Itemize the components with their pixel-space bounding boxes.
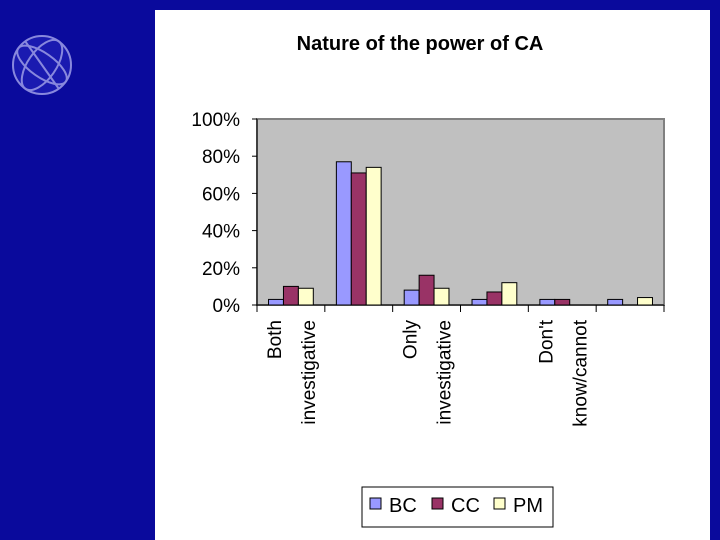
x-tick-label-line: investigative <box>435 320 456 425</box>
legend-label: BC <box>389 495 417 517</box>
legend-swatch <box>431 497 444 510</box>
bar <box>335 161 352 306</box>
bar <box>471 298 488 306</box>
chart-title: Nature of the power of CA <box>297 33 544 55</box>
x-tick-label: Only investigative <box>401 320 456 425</box>
x-tick-label-line: know/cannot <box>570 319 591 426</box>
bar <box>350 172 367 306</box>
legend-swatch <box>369 497 382 510</box>
x-tick-label-line: Only <box>401 320 422 360</box>
x-tick-label-line: Both <box>265 320 286 359</box>
bar <box>418 274 435 306</box>
x-tick-label: Don't know/cannot <box>536 319 591 426</box>
bar <box>282 285 299 306</box>
x-tick-label-line: Don't <box>536 319 557 363</box>
legend-swatch <box>493 497 506 510</box>
y-tick-label: 80% <box>202 147 240 168</box>
legend <box>361 486 554 528</box>
legend-label: CC <box>451 495 480 517</box>
y-tick-label: 100% <box>191 110 240 131</box>
legend-label: PM <box>513 495 543 517</box>
x-tick-label: Both investigative <box>265 320 320 425</box>
y-tick-label: 60% <box>202 184 240 205</box>
bar <box>297 287 314 306</box>
y-tick-label: 0% <box>213 296 241 317</box>
bar <box>486 291 503 306</box>
bar <box>554 298 571 306</box>
globe-icon <box>12 35 72 95</box>
bar <box>539 298 556 306</box>
y-tick-label: 20% <box>202 259 240 280</box>
y-tick-label: 40% <box>202 222 240 243</box>
plot-area <box>256 118 665 306</box>
bar <box>637 297 653 306</box>
bar <box>501 282 518 306</box>
bar <box>365 166 382 306</box>
x-tick-label-line: investigative <box>299 320 320 425</box>
bar <box>403 289 420 306</box>
bar <box>268 298 284 306</box>
bar <box>607 298 624 306</box>
bar <box>433 287 450 306</box>
